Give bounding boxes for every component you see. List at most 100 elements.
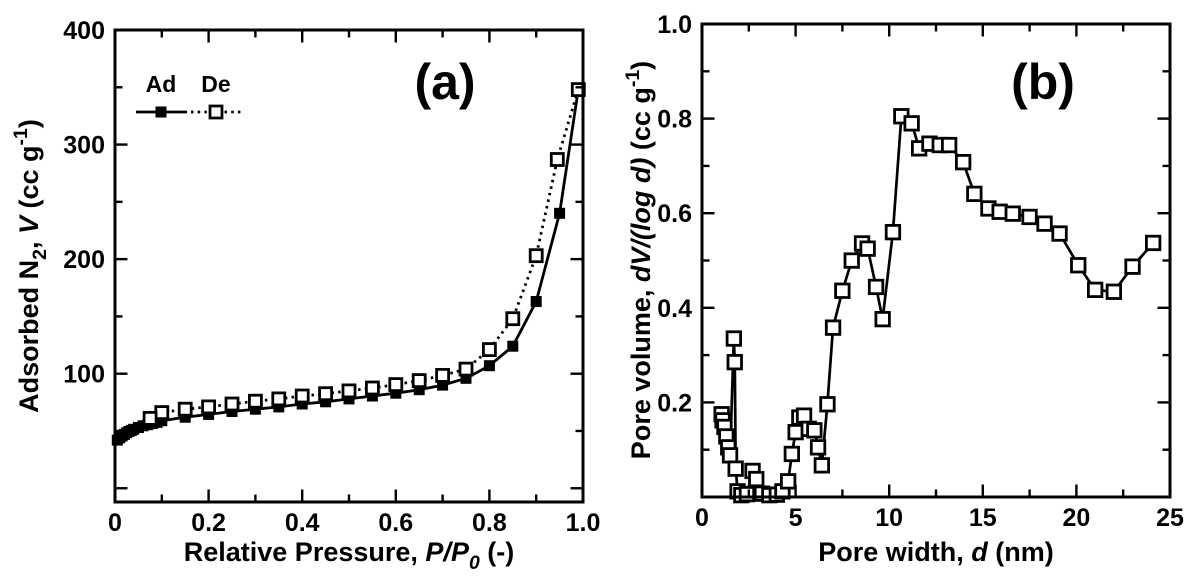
- x-tick-label: 15: [969, 504, 997, 532]
- panel-a: 0 0.2 0.4 0.6 0.8 1.0 100 200 300 400 Relative Pre…: [10, 17, 600, 574]
- data-point-marker: [224, 396, 240, 412]
- data-point-marker: [549, 152, 565, 167]
- y-axis-title: Adsorbed N2, V (cc g-1): [10, 119, 51, 413]
- data-point-marker: [203, 408, 215, 420]
- data-point-marker: [366, 390, 378, 402]
- x-tick-label: 0.6: [378, 509, 413, 537]
- y-tick-label: 0.6: [657, 200, 692, 228]
- data-point-marker: [1021, 208, 1038, 226]
- data-point-marker: [843, 252, 860, 269]
- data-point-marker: [413, 384, 425, 396]
- data-point-marker: [226, 406, 238, 417]
- data-point-marker: [505, 311, 521, 327]
- data-point-marker: [142, 410, 158, 426]
- y-axis-title: Pore volume, dV/(log d) (cc g-1): [622, 61, 656, 459]
- legend-marker-sample: [155, 106, 167, 118]
- data-point-marker: [318, 386, 334, 402]
- data-point-marker: [364, 380, 380, 396]
- data-point-marker: [507, 340, 519, 352]
- data-point-marker: [458, 361, 474, 377]
- series-de-markers: [142, 82, 586, 426]
- data-point-marker: [859, 240, 876, 257]
- y-tick-label: 0.8: [657, 106, 692, 134]
- data-point-marker: [554, 207, 566, 219]
- axis-ticks: [113, 28, 585, 501]
- data-point-marker: [1051, 225, 1068, 242]
- data-point-marker: [1145, 234, 1162, 252]
- y-tick-label: 400: [63, 17, 105, 45]
- y-tick-label: 0.4: [657, 295, 692, 323]
- data-point-marker: [813, 457, 830, 474]
- panel-b: 0 5 10 15 20 25 0.2 0.4 0.6 0.8 1.0 Pore width, d (…: [622, 11, 1184, 567]
- axis-ticks: [700, 22, 1172, 499]
- data-point-marker: [867, 278, 885, 296]
- x-tick-label: 25: [1156, 504, 1184, 532]
- data-point-marker: [806, 422, 823, 439]
- data-point-marker: [941, 136, 958, 154]
- x-tick-label: 0: [695, 504, 709, 532]
- legend-entry-ad: Ad: [136, 71, 187, 118]
- data-point-marker: [294, 388, 310, 404]
- data-point-marker: [1105, 283, 1122, 300]
- data-point-marker: [903, 115, 920, 132]
- data-point-marker: [390, 387, 402, 399]
- series-psd-line: [720, 113, 1155, 497]
- data-point-marker: [884, 223, 902, 241]
- x-tick-label: 10: [875, 504, 903, 532]
- data-point-marker: [154, 405, 170, 421]
- data-point-marker: [1070, 257, 1087, 274]
- legend-marker-sample: [208, 104, 224, 120]
- data-point-marker: [738, 485, 756, 503]
- data-point-marker: [874, 310, 891, 328]
- data-point-marker: [787, 423, 804, 441]
- x-tick-label: 5: [789, 504, 803, 532]
- data-point-marker: [780, 473, 797, 490]
- data-point-marker: [437, 379, 449, 391]
- panel-label: (a): [414, 54, 475, 110]
- series-psd-markers: [713, 108, 1162, 504]
- data-point-marker: [725, 330, 742, 347]
- data-point-marker: [748, 470, 765, 488]
- x-tick-label: 1.0: [566, 509, 601, 537]
- legend-label: De: [201, 71, 230, 97]
- data-point-marker: [460, 372, 472, 384]
- data-point-marker: [991, 203, 1008, 220]
- data-point-marker: [343, 393, 355, 405]
- legend-label: Ad: [146, 71, 177, 97]
- data-point-marker: [271, 391, 287, 407]
- plot-frame: [113, 28, 585, 504]
- data-point-marker: [795, 407, 813, 424]
- data-point-marker: [341, 383, 357, 399]
- data-point-marker: [809, 439, 827, 456]
- data-point-marker: [320, 396, 332, 408]
- data-point-marker: [273, 401, 285, 413]
- legend: Ad De: [136, 71, 242, 120]
- y-tick-label: 1.0: [657, 11, 692, 39]
- y-tick-label: 200: [63, 246, 105, 274]
- data-point-marker: [481, 342, 497, 358]
- data-point-marker: [179, 411, 191, 423]
- data-point-marker: [296, 398, 308, 410]
- data-point-marker: [156, 415, 168, 427]
- data-point-marker: [726, 353, 743, 371]
- data-point-marker: [435, 367, 451, 383]
- data-point-marker: [530, 296, 542, 307]
- x-axis-title: Relative Pressure, P/P0 (-): [184, 537, 515, 574]
- data-point-marker: [1036, 215, 1053, 232]
- x-tick-label: 0.2: [191, 509, 226, 537]
- data-point-marker: [819, 396, 836, 413]
- data-point-marker: [388, 377, 404, 393]
- data-point-marker: [727, 460, 744, 477]
- data-point-marker: [955, 153, 972, 171]
- data-point-marker: [834, 282, 851, 299]
- data-point-marker: [824, 319, 842, 336]
- x-tick-label: 20: [1062, 504, 1090, 532]
- legend-entry-de: De: [191, 71, 242, 120]
- data-point-marker: [1087, 281, 1104, 299]
- data-point-marker: [177, 401, 193, 417]
- x-tick-label: 0.4: [285, 509, 320, 537]
- x-tick-label: 0: [108, 509, 122, 537]
- data-point-marker: [201, 399, 217, 415]
